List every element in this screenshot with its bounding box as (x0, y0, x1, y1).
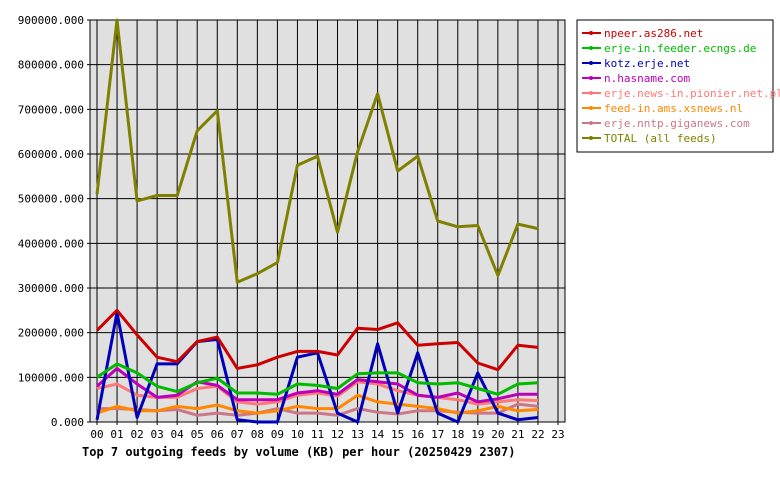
legend-marker (589, 46, 593, 50)
y-axis-ticks: 0.000 100000.000 200000.000 300000.000 40000… (18, 14, 90, 429)
legend-marker (589, 31, 593, 35)
series-line (96, 362, 539, 396)
y-tick-label: 900000.000 (18, 14, 84, 27)
x-tick-label: 18 (451, 428, 464, 441)
legend-label: n.hasname.com (604, 72, 690, 85)
y-tick-label: 300000.000 (18, 282, 84, 295)
series-line (96, 393, 539, 415)
x-tick-label: 07 (231, 428, 244, 441)
series-line (95, 18, 539, 284)
y-tick-label: 200000.000 (18, 327, 84, 340)
legend-label: erje-in.feeder.ecngs.de (604, 42, 756, 55)
x-tick-label: 13 (351, 428, 364, 441)
x-tick-label: 10 (291, 428, 304, 441)
x-tick-label: 21 (511, 428, 524, 441)
x-tick-label: 09 (271, 428, 284, 441)
legend-marker (589, 121, 593, 125)
x-tick-label: 11 (311, 428, 324, 441)
x-tick-label: 02 (130, 428, 143, 441)
x-tick-label: 19 (471, 428, 484, 441)
legend-label: TOTAL (all feeds) (604, 132, 717, 145)
legend-box (576, 19, 774, 153)
y-tick-label: 0.000 (51, 416, 84, 429)
x-tick-label: 06 (211, 428, 224, 441)
x-tick-label: 03 (151, 428, 164, 441)
y-tick-label: 600000.000 (18, 148, 84, 161)
x-tick-label: 16 (411, 428, 424, 441)
chart-title: Top 7 outgoing feeds by volume (KB) per … (82, 445, 515, 459)
legend-items: npeer.as286.net erje-in.feeder.ecngs.de ko… (582, 27, 780, 145)
legend-marker (589, 106, 593, 110)
x-tick-label: 08 (251, 428, 264, 441)
x-tick-label: 17 (431, 428, 444, 441)
y-tick-label: 400000.000 (18, 237, 84, 250)
x-tick-label: 20 (491, 428, 504, 441)
legend-label: feed-in.ams.xsnews.nl (604, 102, 743, 115)
series-lines (95, 18, 539, 424)
series-line (95, 366, 538, 404)
legend-marker (589, 136, 593, 140)
series-line (95, 308, 539, 372)
gridlines (90, 20, 565, 422)
legend-label: erje.news-in.pionier.net.pl (604, 87, 780, 100)
legend-label: kotz.erje.net (604, 57, 690, 70)
legend-label: erje.nntp.giganews.com (604, 117, 750, 130)
y-tick-label: 700000.000 (18, 103, 84, 116)
x-tick-label: 23 (551, 428, 564, 441)
legend-marker (589, 61, 593, 65)
plot-area (89, 19, 566, 423)
x-tick-label: 12 (331, 428, 344, 441)
legend-marker (589, 76, 593, 80)
x-tick-label: 14 (371, 428, 385, 441)
y-tick-label: 500000.000 (18, 193, 84, 206)
legend: npeer.as286.net erje-in.feeder.ecngs.de ko… (576, 19, 780, 153)
x-tick-label: 05 (191, 428, 204, 441)
legend-marker (589, 91, 593, 95)
legend-label: npeer.as286.net (604, 27, 703, 40)
x-axis-ticks: 00 01 02 03 04 05 06 07 08 09 10 11 12 13 14 15 16 17 18 19… (90, 422, 565, 441)
x-tick-label: 00 (90, 428, 103, 441)
y-tick-label: 100000.000 (18, 371, 84, 384)
y-tick-label: 800000.000 (18, 59, 84, 72)
x-tick-label: 01 (110, 428, 123, 441)
x-tick-label: 22 (531, 428, 544, 441)
x-tick-label: 15 (391, 428, 404, 441)
x-tick-label: 04 (171, 428, 185, 441)
